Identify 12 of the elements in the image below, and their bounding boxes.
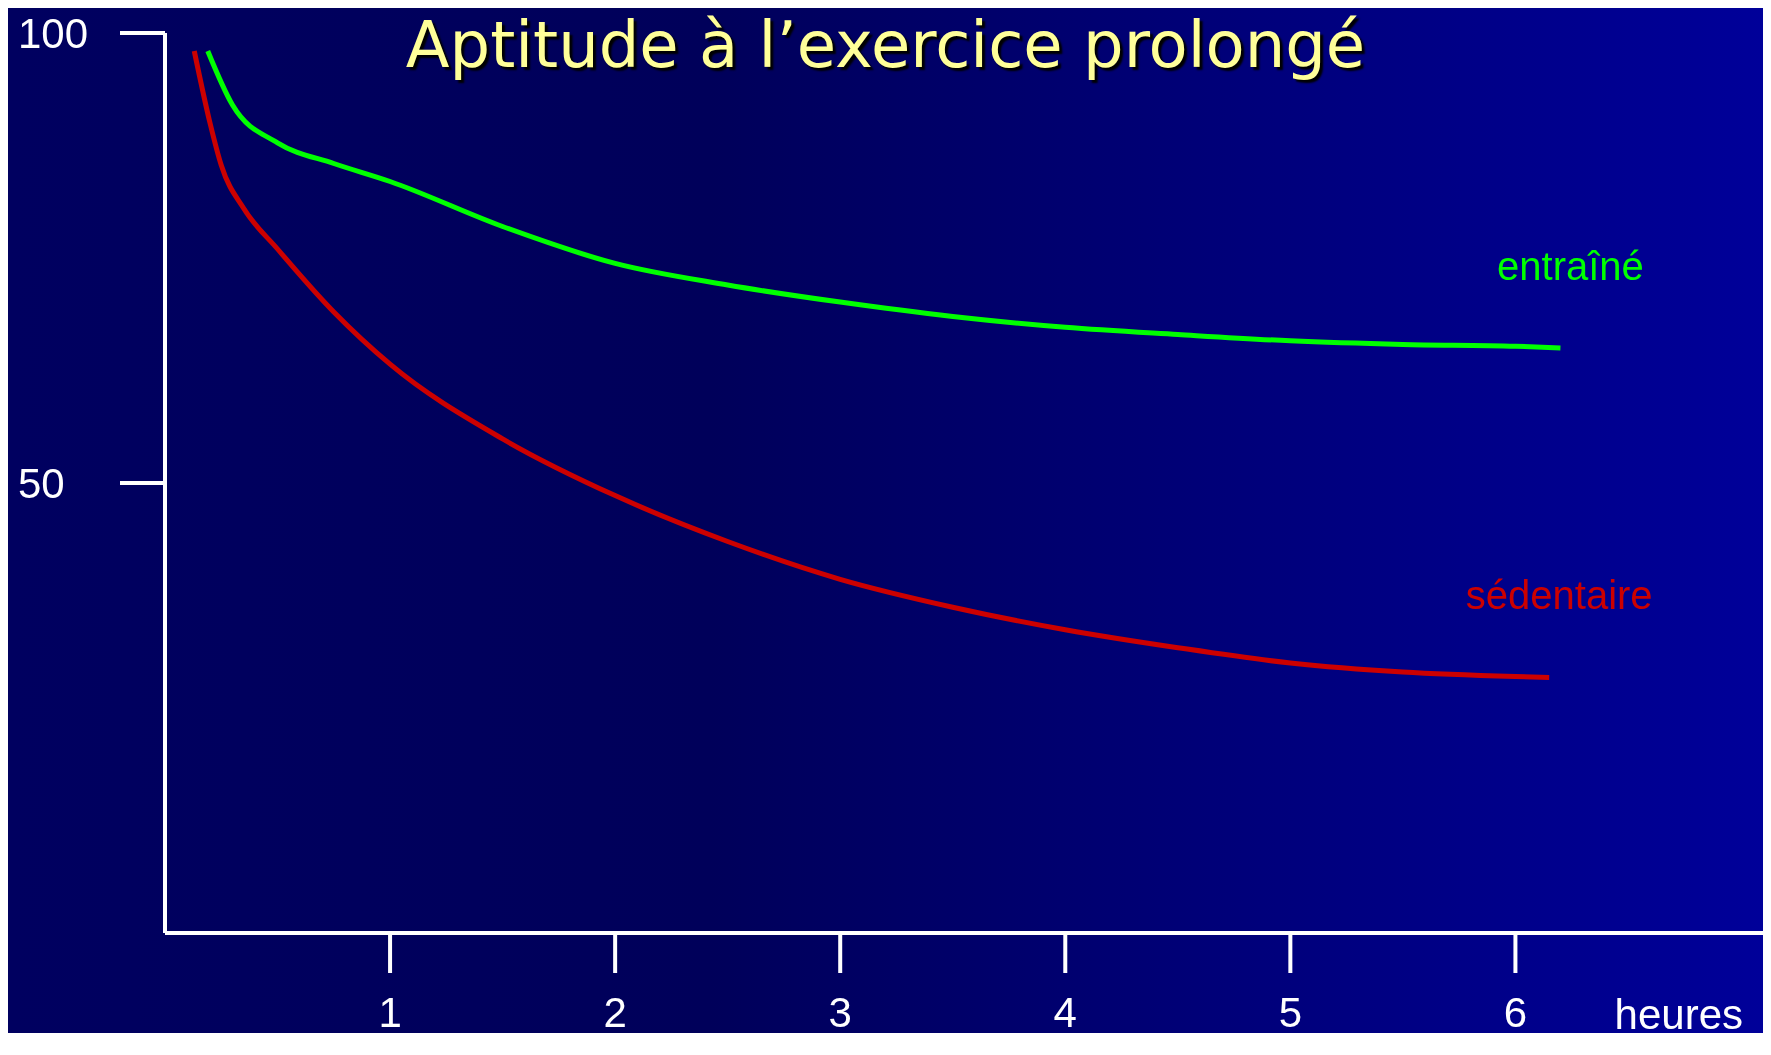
series-label: entraîné [1497,244,1644,288]
series-label: sédentaire [1465,573,1653,618]
x-tick-label: 6 [1503,988,1528,1036]
y-tick-label: 100 [18,9,89,57]
x-tick-label: 4 [1053,988,1077,1036]
x-tick-label: 5 [1278,988,1303,1036]
x-tick-label: 1 [378,988,402,1036]
y-tick-label: 50 [18,459,65,507]
x-tick-label: 2 [603,988,627,1036]
chart-title: Aptitude à l’exercice prolongé [405,8,1366,82]
x-tick-label: 3 [828,988,852,1036]
x-axis-title: heures [1614,991,1743,1038]
